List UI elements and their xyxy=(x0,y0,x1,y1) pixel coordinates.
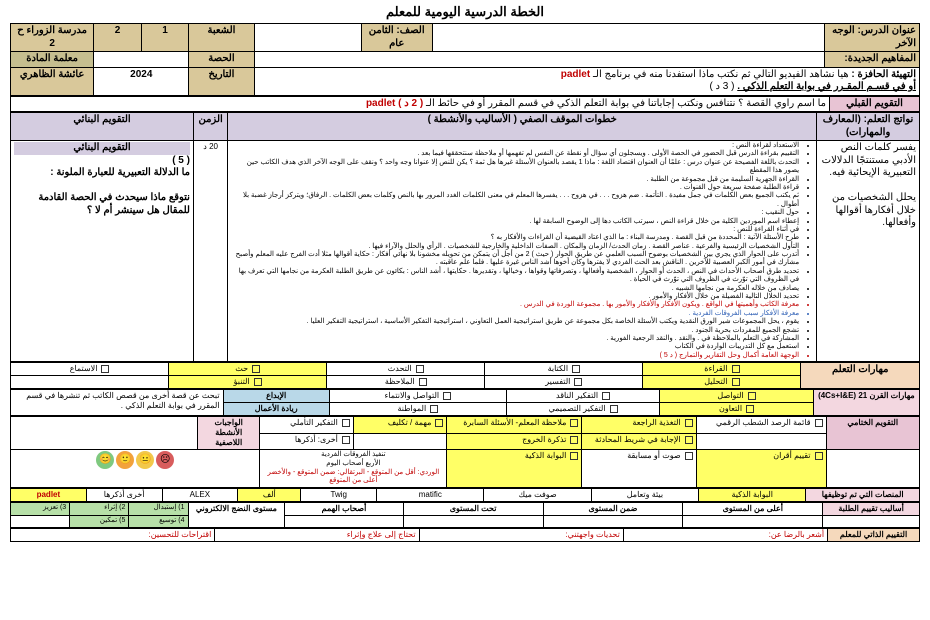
step-bullet: التأول الشخصيات الرئيسية والفرعية . عناص… xyxy=(231,243,799,251)
step-bullet: تشجع الجميع للمفردات بحرية الجنود . xyxy=(231,327,799,335)
page-title: الخطة الدرسية اليومية للمعلم xyxy=(10,4,920,20)
time-header: الزمن xyxy=(193,113,227,141)
teacher-name: عائشة الظاهري xyxy=(11,67,94,95)
session-label: الحصة xyxy=(189,52,254,68)
platforms-table: المنصات التي تم توظيفها البوابة الذكية ب… xyxy=(10,488,920,502)
concepts-label: المفاهيم الجديدة: xyxy=(824,52,919,68)
final-eval-label: التقويم الختامي xyxy=(826,417,919,450)
platforms-label: المنصات التي تم توظيفها xyxy=(806,489,920,502)
pre-eval-label: التقويم القبلي xyxy=(830,96,920,112)
final-eval-table: التقويم الختامي قائمة الرصد الشطب الرقمي… xyxy=(10,416,920,488)
levels-label: أساليب تقييم الطلبة xyxy=(823,503,920,516)
step-bullet: ثم يكتب الجميع بعض الكلمات في جمل مفيدة … xyxy=(231,192,799,209)
main-table: نواتج التعلم: (المعارف والمهارات) خطوات … xyxy=(10,112,920,362)
lesson-title-label: عنوان الدرس: الوجه الآخر xyxy=(824,24,919,52)
outcomes-cell: يفسر كلمات النص الأدبي مستنتجًا الدلالات… xyxy=(817,141,920,362)
skills-label: مهارات التعلم xyxy=(801,363,920,389)
step-bullet: أتدرب على الحوار الذي يجري بين الشخصيات … xyxy=(231,251,799,268)
skills-table: مهارات التعلم القراءة الكتابة التحدث حث … xyxy=(10,362,920,389)
step-bullet: الوجهة العامة أكمال وحل التقارير والتمار… xyxy=(231,352,799,360)
section-1: 1 xyxy=(141,24,189,52)
faces-indicator: ☹😐🙂😊 xyxy=(14,451,256,469)
step-bullet: يصادف من خلاله العكرمة من نجامها الشبيه … xyxy=(231,285,799,293)
steps-cell: الاستعداد لقراءة النص :التقييم بقراءة ال… xyxy=(228,141,817,362)
step-bullet: تحديد طرق أصحاب الأحداث في النص ، الحدث … xyxy=(231,268,799,285)
levels-table: أساليب تقييم الطلبة أعلى من المستوى ضمن … xyxy=(10,502,920,528)
formative-cell: التقويم البنائي ( 5 ) ما الدلالة التعبير… xyxy=(11,141,194,362)
pre-eval-table: التقويم القبلي ما اسم راوي القصة ؟ نتناف… xyxy=(10,96,920,113)
homework-cell: تبحث عن قصة أخرى من قصص الكاتب ثم تنشرها… xyxy=(11,390,224,416)
year-value: 2024 xyxy=(94,67,189,95)
step-bullet: القراءة الجهرية السليمة من قبل مجموعة من… xyxy=(231,176,799,184)
header-table: عنوان الدرس: الوجه الآخر الصف: الثامن عا… xyxy=(10,23,920,96)
stimulus-cell: التهيئة الحافزة : هيا نشاهد الفيديو التا… xyxy=(254,67,919,95)
c21-label: مهارات القرن 21 (4Cs+I&E) xyxy=(813,390,919,416)
step-bullet: التقييم بقراءة الدرس قبل الحضور في الحصة… xyxy=(231,150,799,158)
step-bullet: حول النقيب : xyxy=(231,209,799,217)
teacher-label: معلمة المادة xyxy=(11,52,94,68)
step-bullet: استعمل مع كل التدريبات الواردة في الكتاب xyxy=(231,343,799,351)
step-bullet: إعطاء اسم الموردين الكلية من خلال قراءة … xyxy=(231,218,799,226)
step-bullet: طرح الأسئلة الآتية : المحددة من قبل القص… xyxy=(231,234,799,242)
self-eval-label: التقييم الذاتي للمعلم xyxy=(828,528,920,541)
school-label: مدرسة الزوراء ح 2 xyxy=(11,24,94,52)
self-eval-table: التقييم الذاتي للمعلم أشعر بالرضا عن: تح… xyxy=(10,528,920,542)
time-cell: 20 د xyxy=(193,141,227,362)
outcomes-header: نواتج التعلم: (المعارف والمهارات) xyxy=(817,113,920,141)
c21-table: مهارات القرن 21 (4Cs+I&E) التواصل التفكي… xyxy=(10,389,920,416)
section-label: الشعبة xyxy=(189,24,254,52)
homework-label: الواجبات الأنشطة اللاصفية xyxy=(198,417,260,450)
step-bullet: التحدث باللغة الفصيحة عن عنوان درس : علم… xyxy=(231,159,799,176)
step-bullet: يقوم ، يحل المجموعات شير الورق النقدية و… xyxy=(231,318,799,326)
steps-header: خطوات الموقف الصفي ( الأساليب والأنشطة ) xyxy=(228,113,817,141)
date-label: التاريخ xyxy=(189,67,254,95)
step-bullet: معرفة الأفكار سبب الفروقات الفردية . xyxy=(231,310,799,318)
pre-eval-text: ما اسم راوي القصة ؟ نتنافس ونكتب إجاباتن… xyxy=(11,96,830,112)
formative-header: التقويم البنائي xyxy=(11,113,194,141)
step-bullet: معرفة الكاتب وأهميتها في الواقع . ويكون … xyxy=(231,301,799,309)
section-2: 2 xyxy=(94,24,142,52)
skill-item: القراءة xyxy=(643,363,801,376)
grade-label: الصف: الثامن عام xyxy=(361,24,432,52)
